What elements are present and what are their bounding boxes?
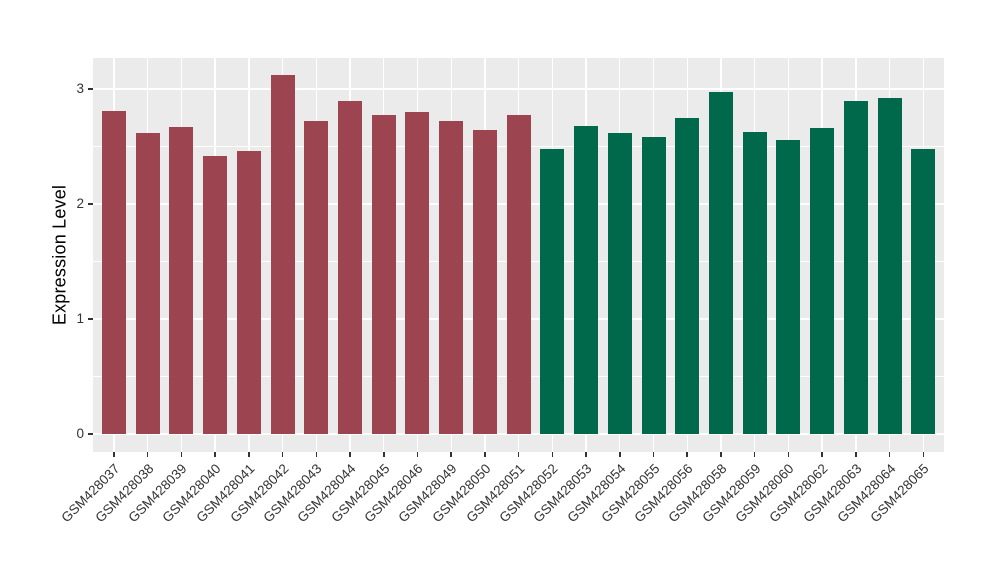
y-tick-label: 0 [76,426,84,441]
bar [405,112,430,434]
x-tick-mark [484,452,486,457]
x-tick-mark [281,452,284,457]
h-gridline-major [93,433,944,435]
x-tick-label: GSM428042 [226,461,292,526]
x-tick-label: GSM428044 [294,461,359,526]
x-tick-mark [686,452,688,457]
x-tick-mark [551,452,554,457]
bar [270,75,295,434]
x-tick-label: GSM428049 [395,461,460,526]
x-tick-mark [517,452,520,457]
x-tick-label: GSM428045 [328,461,393,526]
x-tick-mark [585,452,587,457]
x-tick-mark [888,452,891,457]
bar [169,126,194,434]
x-tick-mark [180,452,183,457]
x-tick-label: GSM428053 [530,461,595,526]
x-tick-label: GSM428051 [463,461,528,526]
plot-panel [93,58,944,452]
x-tick-label: GSM428043 [260,461,325,526]
x-tick-mark [416,452,419,457]
x-tick-label: GSM428055 [597,461,663,526]
x-tick-label: GSM428040 [159,461,224,526]
bar [607,132,632,434]
x-tick-label: GSM428054 [564,461,629,526]
x-tick-mark [753,452,756,457]
bar [439,121,464,434]
x-tick-label: GSM428065 [867,461,932,526]
x-tick-mark [720,452,722,457]
x-tick-mark [383,452,385,457]
x-tick-label: GSM428064 [833,461,899,526]
x-tick-mark [922,452,925,457]
x-tick-label: GSM428060 [732,461,797,526]
bar [641,137,666,434]
bar [911,148,936,434]
x-tick-mark [787,452,790,457]
x-tick-label: GSM428056 [631,461,696,526]
x-tick-mark [146,452,149,457]
x-tick-mark [855,452,857,457]
bar [708,92,733,434]
x-tick-mark [214,452,216,457]
bar [506,115,531,434]
x-tick-mark [349,452,351,457]
bar [675,117,700,434]
x-tick-mark [652,452,655,457]
bar [102,110,126,434]
x-tick-label: GSM428058 [665,461,730,526]
x-tick-mark [113,452,115,457]
y-axis-title: Expression Level [49,184,70,326]
x-tick-mark [821,452,823,457]
bar [135,132,160,434]
x-tick-label: GSM428050 [429,461,494,526]
x-tick-mark [450,452,452,457]
bar [304,121,329,434]
bar [472,130,497,434]
x-tick-label: GSM428041 [193,461,258,526]
bar [540,148,565,434]
bar [203,155,228,434]
bar [843,100,868,434]
bar [776,139,801,434]
bar [338,100,363,434]
x-tick-label: GSM428039 [125,461,191,526]
x-tick-mark [619,452,621,457]
x-tick-label: GSM428046 [361,461,427,526]
x-tick-label: GSM428062 [766,461,831,526]
y-tick-label: 3 [76,81,84,96]
bar [742,131,767,434]
bar [574,125,599,434]
bar [371,115,396,434]
bar [810,128,835,434]
x-tick-mark [315,452,318,457]
x-tick-label: GSM428059 [699,461,764,526]
x-tick-label: GSM428052 [496,461,561,526]
bar [236,151,261,434]
x-tick-mark [248,452,250,457]
bar [877,98,902,434]
h-gridline-major [93,88,944,90]
x-tick-label: GSM428038 [92,461,157,526]
x-tick-label: GSM428063 [800,461,865,526]
x-tick-label: GSM428037 [58,461,123,526]
